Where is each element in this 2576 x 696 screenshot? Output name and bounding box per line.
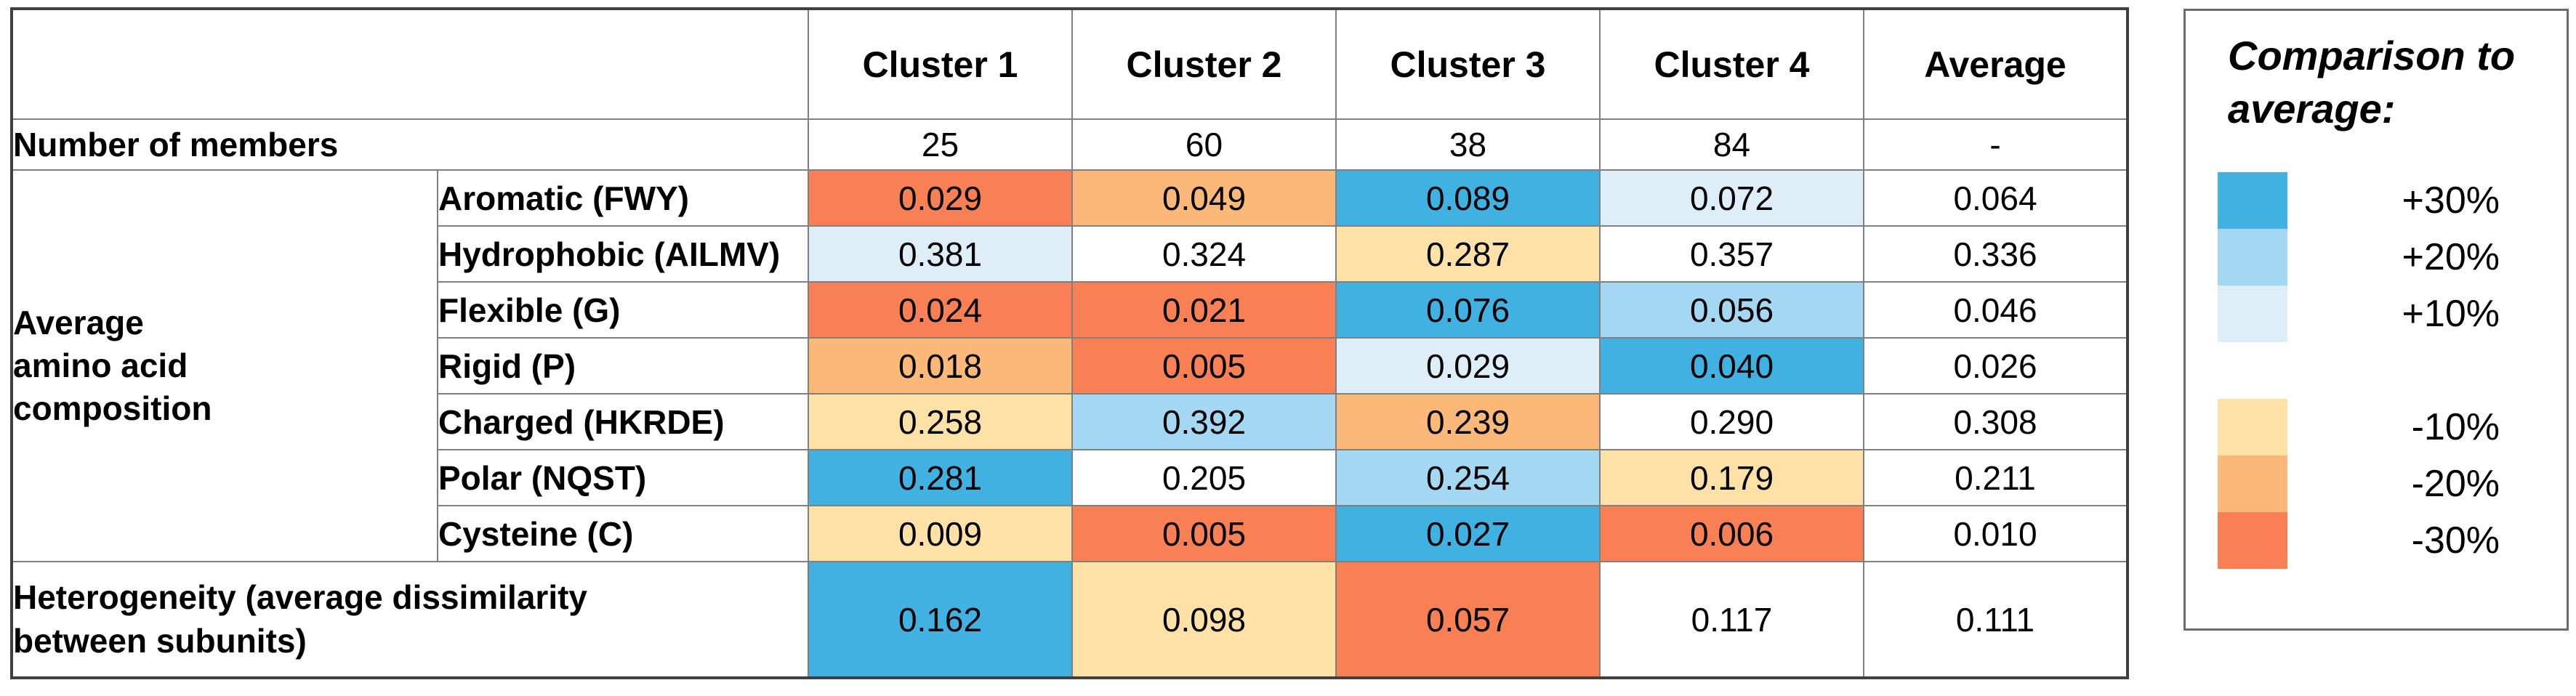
col-header-cluster-3: Cluster 3 xyxy=(1335,8,1601,120)
heatmap-cell: 0.211 xyxy=(1863,449,2128,506)
col-header-cluster-2: Cluster 2 xyxy=(1071,8,1337,120)
row-cysteine: Cysteine (C) 0.009 0.005 0.027 0.006 0.0… xyxy=(12,505,2128,562)
row-label-hydrophobic: Hydrophobic (AILMV) xyxy=(437,225,809,283)
row-flexible: Flexible (G) 0.024 0.021 0.076 0.056 0.0… xyxy=(12,281,2128,339)
legend-entry-plus10: +10% xyxy=(2218,286,2500,342)
heatmap-cell: 0.287 xyxy=(1335,225,1601,283)
legend-swatch-minus20 xyxy=(2218,456,2287,512)
heatmap-cell: 0.009 xyxy=(808,505,1073,562)
heatmap-cell: 0.029 xyxy=(808,169,1073,227)
heatmap-cell: 0.021 xyxy=(1071,281,1337,339)
legend-label-plus30: +30% xyxy=(2402,179,2500,222)
heatmap-cell: 0.057 xyxy=(1335,561,1601,679)
heatmap-cell: 0.098 xyxy=(1071,561,1337,679)
heatmap-cell: 0.162 xyxy=(808,561,1073,679)
row-polar: Polar (NQST) 0.281 0.205 0.254 0.179 0.2… xyxy=(12,449,2128,506)
heterogeneity-row-label: Heterogeneity (average dissimilarity bet… xyxy=(11,561,809,679)
corner-cell xyxy=(11,8,809,120)
legend-title: Comparison to average: xyxy=(2228,33,2516,131)
row-label-aromatic: Aromatic (FWY) xyxy=(437,169,809,227)
members-cell: - xyxy=(1863,118,2128,171)
legend-swatch-minus30 xyxy=(2218,512,2287,569)
heatmap-cell: 0.392 xyxy=(1071,393,1337,450)
heatmap-cell: 0.026 xyxy=(1863,337,2128,394)
legend-entry-minus20: -20% xyxy=(2218,456,2500,512)
heatmap-cell: 0.064 xyxy=(1863,169,2128,227)
heatmap-cell: 0.006 xyxy=(1599,505,1864,562)
group-label-composition: Average amino acid composition xyxy=(11,169,438,562)
heterogeneity-row: Heterogeneity (average dissimilarity bet… xyxy=(11,561,2128,679)
row-label-charged: Charged (HKRDE) xyxy=(437,393,809,450)
heatmap-cell: 0.049 xyxy=(1071,169,1337,227)
color-legend: Comparison to average: +30% +20% +10% -1… xyxy=(2183,9,2569,631)
legend-label-minus20: -20% xyxy=(2411,463,2500,505)
members-cell: 25 xyxy=(808,118,1073,171)
legend-gap xyxy=(2218,342,2500,399)
heatmap-cell: 0.117 xyxy=(1599,561,1864,679)
legend-label-minus30: -30% xyxy=(2411,519,2500,562)
heatmap-cell: 0.005 xyxy=(1071,505,1337,562)
row-label-flexible: Flexible (G) xyxy=(437,281,809,339)
composition-table: Cluster 1 Cluster 2 Cluster 3 Cluster 4 … xyxy=(10,7,2129,679)
heatmap-cell: 0.056 xyxy=(1599,281,1864,339)
heatmap-cell: 0.205 xyxy=(1071,449,1337,506)
row-label-rigid: Rigid (P) xyxy=(437,337,809,394)
heatmap-cell: 0.111 xyxy=(1863,561,2128,679)
heatmap-cell: 0.076 xyxy=(1335,281,1601,339)
heatmap-cell: 0.024 xyxy=(808,281,1073,339)
heatmap-cell: 0.254 xyxy=(1335,449,1601,506)
members-cell: 38 xyxy=(1335,118,1601,171)
heatmap-cell: 0.029 xyxy=(1335,337,1601,394)
heatmap-cell: 0.357 xyxy=(1599,225,1864,283)
heatmap-cell: 0.027 xyxy=(1335,505,1601,562)
members-cell: 60 xyxy=(1071,118,1337,171)
heatmap-cell: 0.005 xyxy=(1071,337,1337,394)
row-aromatic: Average amino acid composition Aromatic … xyxy=(11,169,2128,562)
legend-swatch-plus10 xyxy=(2218,286,2287,342)
legend-entry-minus10: -10% xyxy=(2218,399,2500,456)
heatmap-cell: 0.046 xyxy=(1863,281,2128,339)
heatmap-cell: 0.281 xyxy=(808,449,1073,506)
heatmap-cell: 0.308 xyxy=(1863,393,2128,450)
row-label-polar: Polar (NQST) xyxy=(437,449,809,506)
legend-entry-plus30: +30% xyxy=(2218,172,2500,229)
col-header-average: Average xyxy=(1863,8,2128,120)
heatmap-cell: 0.258 xyxy=(808,393,1073,450)
heatmap-cell: 0.018 xyxy=(808,337,1073,394)
legend-swatch-minus10 xyxy=(2218,399,2287,456)
legend-label-minus10: -10% xyxy=(2411,406,2500,448)
row-rigid: Rigid (P) 0.018 0.005 0.029 0.040 0.026 xyxy=(12,337,2128,394)
heatmap-cell: 0.072 xyxy=(1599,169,1864,227)
heatmap-cell: 0.381 xyxy=(808,225,1073,283)
legend-label-plus20: +20% xyxy=(2402,236,2500,278)
legend-swatch-plus30 xyxy=(2218,172,2287,229)
members-row: Number of members 25 60 38 84 - xyxy=(11,118,2128,171)
heatmap-cell: 0.040 xyxy=(1599,337,1864,394)
col-header-cluster-4: Cluster 4 xyxy=(1599,8,1864,120)
heatmap-cell: 0.336 xyxy=(1863,225,2128,283)
heatmap-cell: 0.179 xyxy=(1599,449,1864,506)
heatmap-cell: 0.010 xyxy=(1863,505,2128,562)
heatmap-cell: 0.290 xyxy=(1599,393,1864,450)
legend-label-plus10: +10% xyxy=(2402,293,2500,335)
members-cell: 84 xyxy=(1599,118,1864,171)
row-label-cysteine: Cysteine (C) xyxy=(437,505,809,562)
heatmap-cell: 0.089 xyxy=(1335,169,1601,227)
header-row: Cluster 1 Cluster 2 Cluster 3 Cluster 4 … xyxy=(11,8,2128,120)
legend-entries: +30% +20% +10% -10% -20% -30% xyxy=(2218,172,2500,569)
legend-swatch-plus20 xyxy=(2218,229,2287,286)
legend-entry-plus20: +20% xyxy=(2218,229,2500,286)
row-hydrophobic: Hydrophobic (AILMV) 0.381 0.324 0.287 0.… xyxy=(12,225,2128,283)
heatmap-cell: 0.239 xyxy=(1335,393,1601,450)
col-header-cluster-1: Cluster 1 xyxy=(808,8,1073,120)
row-charged: Charged (HKRDE) 0.258 0.392 0.239 0.290 … xyxy=(12,393,2128,450)
heatmap-cell: 0.324 xyxy=(1071,225,1337,283)
members-row-label: Number of members xyxy=(11,118,809,171)
legend-entry-minus30: -30% xyxy=(2218,512,2500,569)
